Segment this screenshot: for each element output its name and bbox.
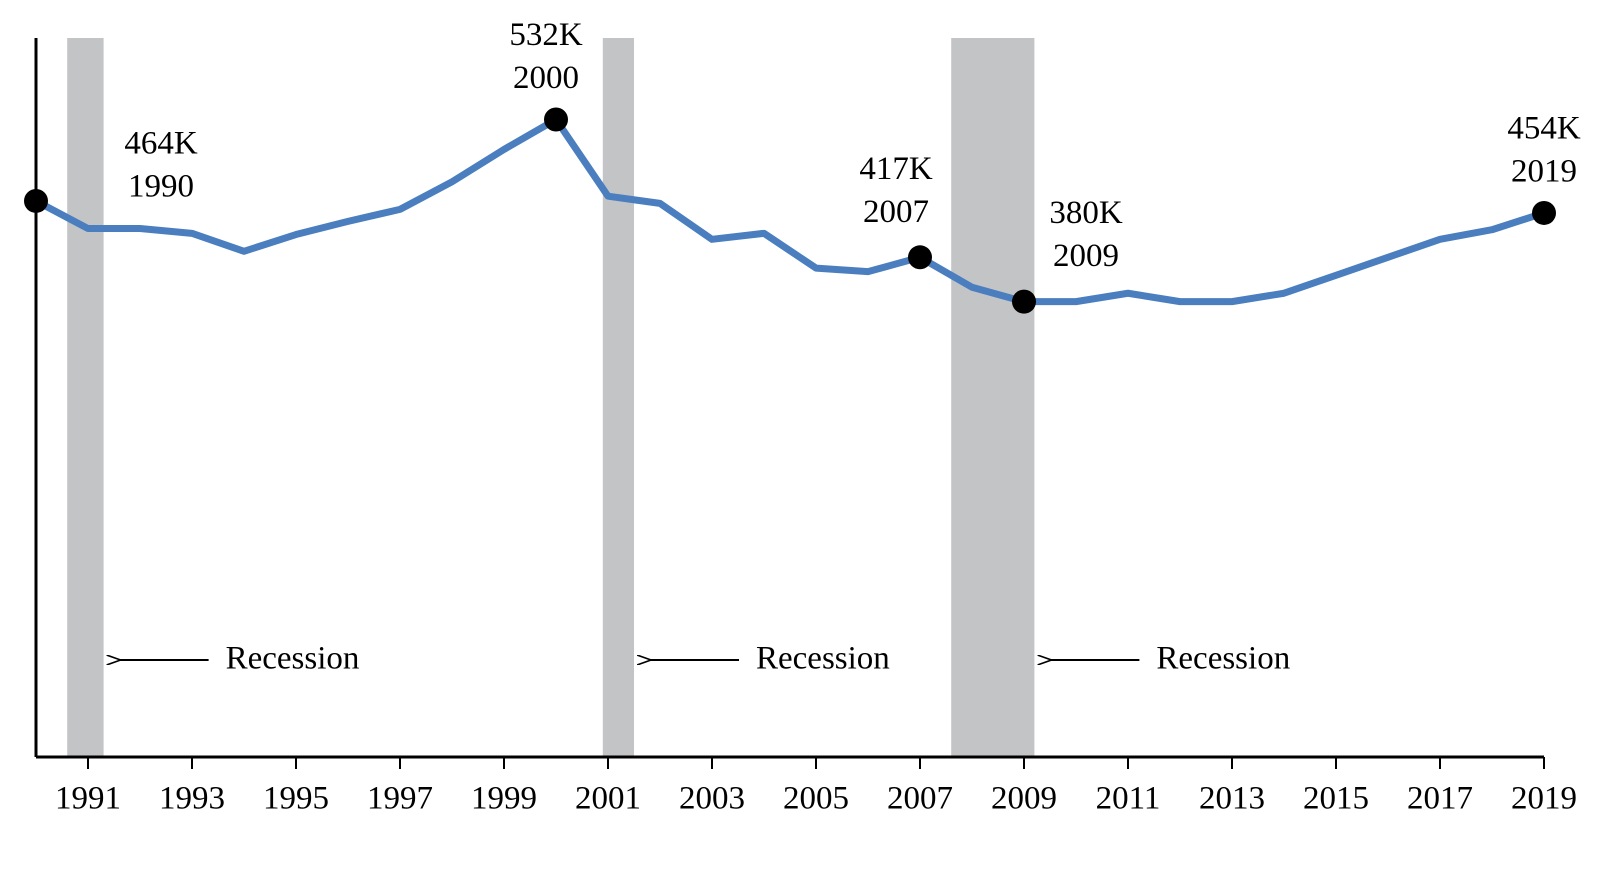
x-tick-label: 2013 [1199,781,1265,817]
annotation-value: 464K [124,126,198,162]
recession-band [602,38,634,757]
x-tick-label: 2005 [783,781,849,817]
x-tick-label: 1999 [471,781,537,817]
recession-label: Recession [756,641,890,677]
annotation-value: 417K [859,151,933,187]
recession-band [951,38,1035,757]
annotation-value: 380K [1049,195,1123,231]
x-tick-label: 2001 [575,781,641,817]
data-line [34,115,1546,306]
highlight-point [544,107,568,132]
annotation-value: 454K [1507,111,1581,147]
x-tick-label: 2003 [679,781,745,817]
annotation-year: 2009 [1053,238,1119,274]
recession-label: Recession [1156,641,1290,677]
x-tick-label: 2009 [991,781,1057,817]
x-tick-label: 2017 [1407,781,1473,817]
annotation-year: 2019 [1511,154,1577,190]
annotation-year: 2000 [513,60,579,96]
x-tick-label: 2007 [887,781,953,817]
annotation-value: 532K [509,17,583,53]
x-tick-label: 1997 [367,781,433,817]
recession-label: Recession [226,641,360,677]
highlight-point [908,245,932,270]
x-tick-label: 1993 [159,781,225,817]
highlight-point [1012,289,1036,314]
x-tick-label: 1991 [55,781,121,817]
annotation-year: 1990 [128,169,194,205]
x-tick-label: 2019 [1511,781,1577,817]
recession-band [67,38,104,757]
x-tick-label: 2011 [1096,781,1161,817]
highlight-point [24,188,48,213]
x-tick-label: 1995 [263,781,329,817]
x-tick-label: 2015 [1303,781,1369,817]
annotation-year: 2007 [863,194,929,230]
highlight-point [1532,200,1556,225]
